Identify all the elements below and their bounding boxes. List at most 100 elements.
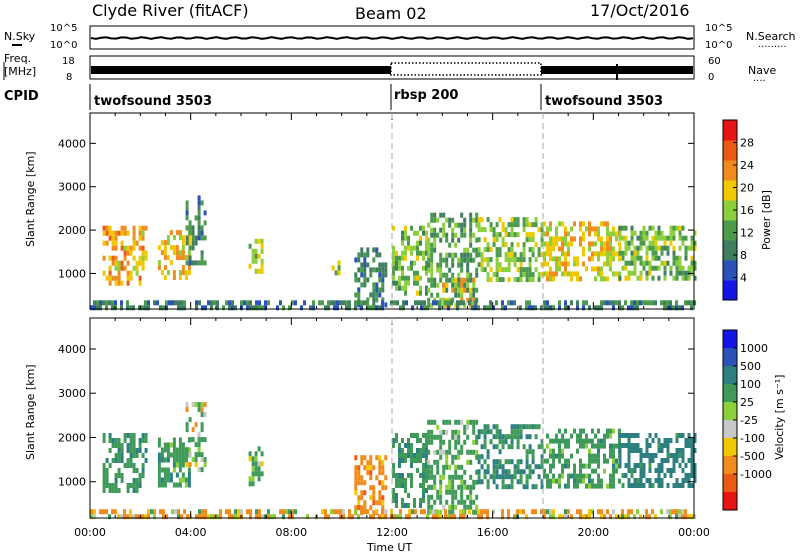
heatmap-cell-12 — [105, 305, 108, 311]
heatmap-cell-6 — [439, 429, 443, 435]
heatmap-cell-8 — [579, 438, 582, 444]
heatmap-cell-7 — [427, 257, 431, 263]
heatmap-cell-7 — [466, 287, 470, 293]
heatmap-cell-11 — [681, 225, 685, 231]
heatmap-cell-12 — [165, 300, 168, 306]
heatmap-cell-1 — [163, 255, 167, 261]
heatmap-cell-9 — [633, 448, 637, 453]
power-colorbar-tick-label: 20 — [740, 182, 754, 195]
heatmap-cell-6 — [398, 265, 401, 271]
heatmap-cell-10 — [600, 266, 603, 272]
heatmap-cell-9 — [687, 473, 691, 478]
heatmap-cell-0 — [105, 478, 109, 483]
heatmap-cell-7 — [457, 277, 461, 283]
heatmap-cell-12 — [333, 305, 336, 311]
heatmap-cell-2 — [200, 437, 204, 443]
heatmap-cell-9 — [675, 433, 679, 438]
heatmap-cell-9 — [480, 262, 484, 268]
heatmap-cell-2 — [200, 235, 204, 241]
heatmap-cell-6 — [460, 484, 464, 490]
heatmap-cell-1 — [172, 462, 176, 468]
heatmap-cell-2 — [197, 220, 201, 226]
heatmap-cell-9 — [645, 448, 649, 453]
heatmap-cell-12 — [468, 300, 471, 306]
heatmap-cell-8 — [615, 458, 618, 464]
heatmap-cell-7 — [516, 429, 520, 435]
heatmap-cell-3 — [257, 471, 261, 477]
heatmap-cell-8 — [597, 473, 600, 479]
heatmap-cell-9 — [630, 468, 634, 473]
heatmap-cell-10 — [99, 509, 102, 515]
heatmap-cell-10 — [612, 246, 615, 252]
heatmap-cell-2 — [203, 210, 207, 216]
heatmap-cell-12 — [447, 300, 450, 306]
heatmap-cell-10 — [654, 514, 657, 520]
heatmap-cell-5 — [384, 267, 388, 273]
heatmap-cell-2 — [200, 412, 204, 418]
heatmap-cell-7 — [483, 474, 487, 480]
heatmap-cell-8 — [549, 453, 552, 459]
heatmap-cell-12 — [222, 305, 225, 311]
heatmap-cell-10 — [561, 241, 564, 247]
heatmap-cell-10 — [282, 514, 285, 520]
heatmap-cell-12 — [648, 300, 651, 306]
heatmap-cell-2 — [203, 402, 207, 408]
heatmap-cell-9 — [513, 217, 517, 223]
heatmap-cell-7 — [495, 424, 499, 430]
heatmap-cell-12 — [159, 305, 162, 311]
heatmap-cell-0 — [138, 230, 142, 236]
heatmap-cell-7 — [522, 424, 526, 430]
heatmap-cell-2 — [188, 462, 192, 468]
heatmap-cell-0 — [117, 270, 121, 276]
heatmap-cell-9 — [540, 262, 544, 268]
heatmap-cell-5 — [378, 252, 382, 258]
heatmap-cell-6 — [425, 240, 428, 246]
heatmap-cell-6 — [475, 454, 479, 460]
heatmap-cell-12 — [627, 305, 630, 311]
heatmap-cell-5 — [422, 463, 425, 468]
heatmap-cell-7 — [436, 217, 440, 223]
heatmap-cell-11 — [675, 275, 679, 281]
heatmap-cell-10 — [477, 514, 480, 520]
heatmap-cell-7 — [436, 232, 440, 238]
heatmap-cell-9 — [642, 473, 646, 478]
heatmap-cell-10 — [564, 266, 567, 272]
heatmap-cell-11 — [618, 250, 622, 256]
heatmap-cell-9 — [504, 232, 508, 238]
heatmap-cell-11 — [681, 265, 685, 271]
heatmap-cell-6 — [433, 459, 437, 465]
heatmap-cell-1 — [181, 452, 185, 458]
heatmap-cell-6 — [445, 459, 449, 465]
heatmap-cell-6 — [398, 275, 401, 281]
heatmap-cell-10 — [123, 509, 126, 515]
heatmap-cell-10 — [396, 514, 399, 520]
heatmap-cell-7 — [427, 262, 431, 268]
heatmap-cell-7 — [472, 292, 476, 298]
heatmap-cell-0 — [117, 473, 121, 478]
heatmap-cell-6 — [430, 504, 434, 510]
heatmap-cell-12 — [546, 305, 549, 311]
heatmap-cell-2 — [197, 235, 201, 241]
heatmap-cell-10 — [573, 256, 576, 262]
heatmap-cell-6 — [451, 454, 455, 460]
heatmap-cell-5 — [398, 463, 401, 468]
heatmap-cell-7 — [492, 474, 496, 480]
heatmap-cell-5 — [369, 292, 373, 298]
heatmap-cell-3 — [260, 248, 264, 254]
heatmap-cell-9 — [507, 222, 511, 228]
heatmap-cell-11 — [681, 235, 685, 241]
heatmap-cell-12 — [663, 300, 666, 306]
heatmap-cell-1 — [163, 275, 167, 281]
heatmap-cell-6 — [457, 464, 461, 470]
heatmap-cell-2 — [185, 447, 189, 453]
heatmap-cell-7 — [492, 444, 496, 450]
heatmap-cell-4 — [372, 490, 376, 496]
heatmap-cell-6 — [392, 270, 395, 276]
heatmap-cell-7 — [469, 232, 473, 238]
heatmap-cell-10 — [606, 226, 609, 232]
heatmap-cell-7 — [483, 444, 487, 450]
heatmap-cell-0 — [117, 280, 121, 286]
heatmap-cell-7 — [513, 424, 517, 430]
heatmap-cell-7 — [451, 232, 455, 238]
heatmap-cell-6 — [395, 255, 398, 261]
